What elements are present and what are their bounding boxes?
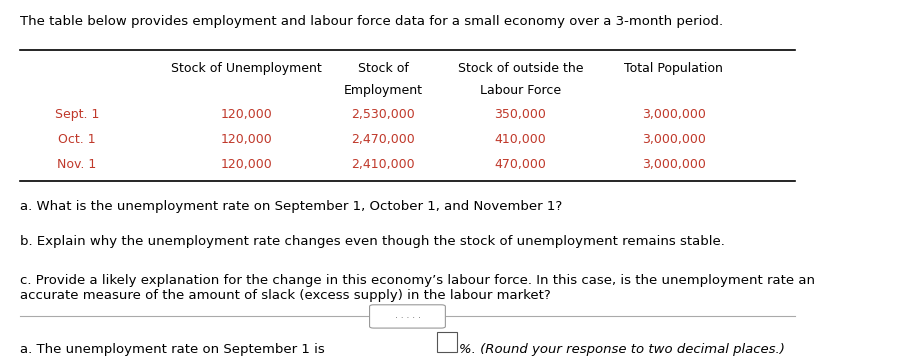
FancyBboxPatch shape <box>437 332 457 352</box>
FancyBboxPatch shape <box>370 305 446 328</box>
Text: Nov. 1: Nov. 1 <box>57 158 96 171</box>
Text: Employment: Employment <box>344 83 423 97</box>
Text: 120,000: 120,000 <box>221 108 272 121</box>
Text: 410,000: 410,000 <box>494 133 546 146</box>
Text: 2,470,000: 2,470,000 <box>351 133 415 146</box>
Text: The table below provides employment and labour force data for a small economy ov: The table below provides employment and … <box>20 15 724 28</box>
Text: 2,530,000: 2,530,000 <box>351 108 415 121</box>
Text: b. Explain why the unemployment rate changes even though the stock of unemployme: b. Explain why the unemployment rate cha… <box>20 235 726 248</box>
Text: 470,000: 470,000 <box>494 158 546 171</box>
Text: . . . . .: . . . . . <box>394 311 420 320</box>
Text: 350,000: 350,000 <box>494 108 546 121</box>
Text: a. The unemployment rate on September 1 is: a. The unemployment rate on September 1 … <box>20 343 325 356</box>
Text: Stock of Unemployment: Stock of Unemployment <box>171 62 321 76</box>
Text: a. What is the unemployment rate on September 1, October 1, and November 1?: a. What is the unemployment rate on Sept… <box>20 200 563 213</box>
Text: 120,000: 120,000 <box>221 133 272 146</box>
Text: 3,000,000: 3,000,000 <box>641 158 705 171</box>
Text: Sept. 1: Sept. 1 <box>55 108 99 121</box>
Text: 120,000: 120,000 <box>221 158 272 171</box>
Text: 3,000,000: 3,000,000 <box>641 108 705 121</box>
Text: Total Population: Total Population <box>624 62 723 76</box>
Text: c. Provide a likely explanation for the change in this economy’s labour force. I: c. Provide a likely explanation for the … <box>20 274 815 302</box>
Text: %. (Round your response to two decimal places.): %. (Round your response to two decimal p… <box>459 343 785 356</box>
Text: Labour Force: Labour Force <box>479 83 561 97</box>
Text: 3,000,000: 3,000,000 <box>641 133 705 146</box>
Text: 2,410,000: 2,410,000 <box>351 158 415 171</box>
Text: Oct. 1: Oct. 1 <box>58 133 95 146</box>
Text: Stock of: Stock of <box>358 62 409 76</box>
Text: Stock of outside the: Stock of outside the <box>458 62 583 76</box>
